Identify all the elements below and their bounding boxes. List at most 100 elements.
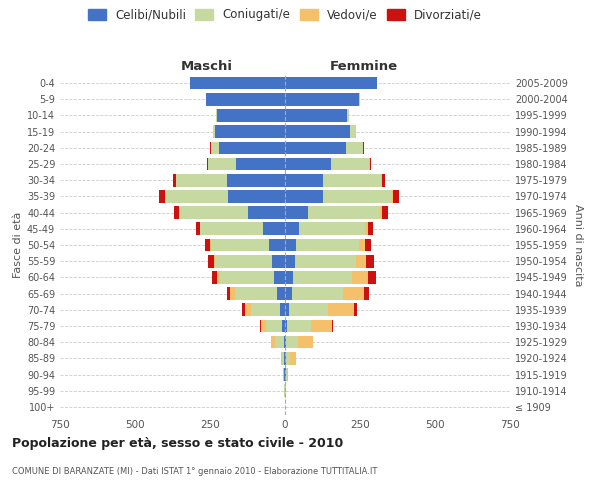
Bar [248,206,285,219]
Bar [289,304,328,316]
Bar [284,352,285,364]
Bar [208,255,214,268]
Bar [394,190,400,202]
Bar [380,206,382,219]
Bar [235,288,277,300]
Bar [350,126,356,138]
Bar [211,142,219,154]
Bar [230,288,235,300]
Bar [274,271,285,283]
Bar [285,304,289,316]
Bar [323,174,381,186]
Bar [311,320,332,332]
Bar [328,304,354,316]
Bar [245,304,251,316]
Bar [179,206,180,219]
Bar [260,320,261,332]
Bar [285,77,377,90]
Bar [352,271,368,283]
Bar [210,238,211,252]
Bar [365,222,368,235]
Bar [200,222,263,235]
Bar [285,158,331,170]
Bar [285,288,292,300]
Text: Femmine: Femmine [329,60,398,72]
Bar [382,206,388,219]
Bar [299,222,365,235]
Bar [269,238,285,252]
Bar [293,271,352,283]
Bar [285,336,286,348]
Bar [176,174,227,186]
Text: Maschi: Maschi [180,60,232,72]
Bar [392,190,394,202]
Bar [235,158,285,170]
Bar [217,271,220,283]
Bar [227,174,285,186]
Bar [369,158,370,170]
Bar [285,222,299,235]
Bar [208,158,235,170]
Bar [381,174,382,186]
Bar [285,255,295,268]
Bar [292,288,343,300]
Bar [287,368,288,381]
Bar [285,271,293,283]
Bar [286,368,287,381]
Bar [354,304,358,316]
Bar [228,190,285,202]
Bar [173,174,176,186]
Bar [285,190,323,202]
Bar [196,222,200,235]
Bar [285,368,286,381]
Bar [332,320,334,332]
Bar [215,255,272,268]
Bar [356,255,366,268]
Bar [346,142,363,154]
Bar [212,271,217,283]
Bar [347,109,349,122]
Bar [205,238,210,252]
Bar [271,336,275,348]
Bar [284,336,285,348]
Bar [323,190,392,202]
Bar [285,109,347,122]
Bar [160,190,164,202]
Bar [365,238,371,252]
Bar [368,222,373,235]
Bar [285,238,296,252]
Bar [174,206,179,219]
Bar [261,320,266,332]
Bar [251,304,280,316]
Bar [277,288,285,300]
Bar [227,288,230,300]
Bar [214,255,215,268]
Bar [275,336,284,348]
Bar [285,206,308,219]
Bar [364,288,369,300]
Bar [211,238,269,252]
Y-axis label: Fasce di età: Fasce di età [13,212,23,278]
Bar [165,190,228,202]
Bar [280,304,285,316]
Bar [266,320,282,332]
Bar [285,142,346,154]
Bar [285,320,287,332]
Bar [308,206,380,219]
Bar [343,288,364,300]
Text: COMUNE DI BARANZATE (MI) - Dati ISTAT 1° gennaio 2010 - Elaborazione TUTTITALIA.: COMUNE DI BARANZATE (MI) - Dati ISTAT 1°… [12,468,377,476]
Bar [285,174,323,186]
Bar [219,142,285,154]
Bar [298,336,313,348]
Bar [285,126,350,138]
Bar [190,77,285,90]
Legend: Celibi/Nubili, Coniugati/e, Vedovi/e, Divorziati/e: Celibi/Nubili, Coniugati/e, Vedovi/e, Di… [85,6,485,24]
Bar [287,320,311,332]
Bar [370,158,371,170]
Bar [382,174,385,186]
Bar [290,352,296,364]
Bar [285,352,286,364]
Bar [263,222,285,235]
Bar [206,158,208,170]
Bar [282,320,285,332]
